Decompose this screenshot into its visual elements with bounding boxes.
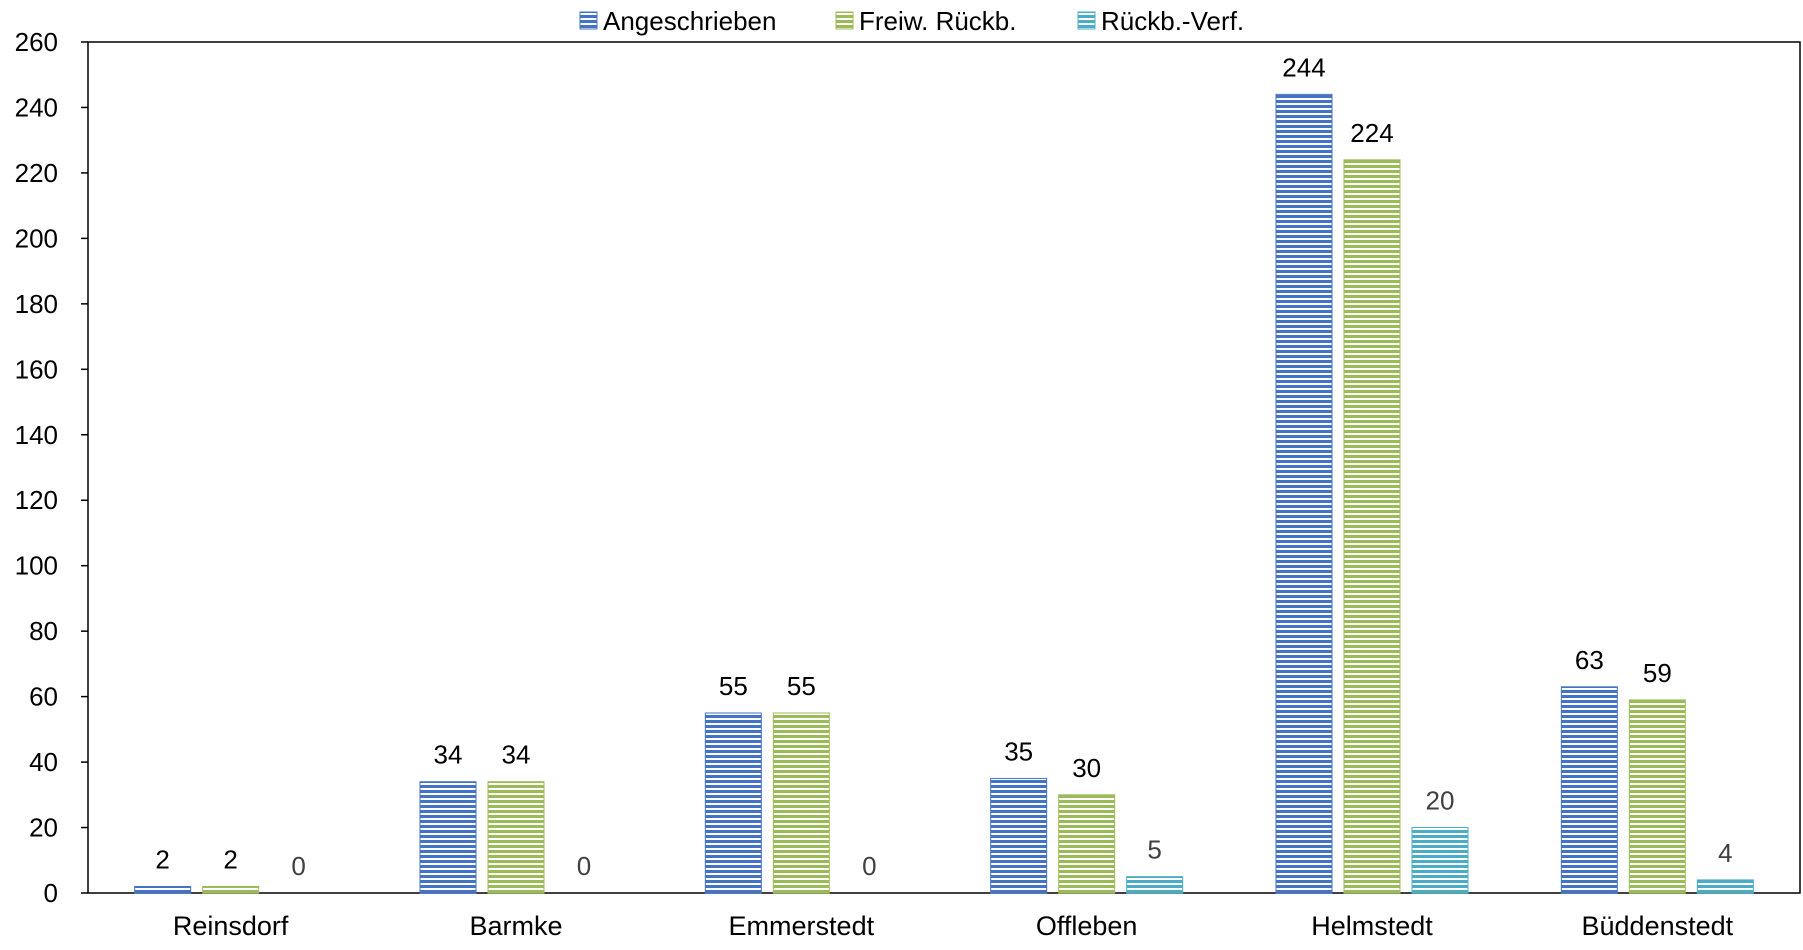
- legend-swatch: [1077, 11, 1096, 30]
- data-label: 0: [862, 851, 876, 881]
- y-tick-label: 80: [29, 616, 58, 646]
- bar-barmke-series-1: [419, 781, 477, 894]
- bar-offleben-series-1: [990, 777, 1048, 894]
- data-label: 63: [1575, 645, 1604, 675]
- y-axis: 0 20 40 60 80 100 120 140 160 180 200 220 240 260: [15, 27, 88, 908]
- x-tick-label: Büddenstedt: [1582, 911, 1734, 941]
- legend-label: Angeschrieben: [603, 6, 776, 36]
- bar-büddenstedt-series-3: [1696, 879, 1754, 894]
- y-tick-label: 200: [15, 223, 58, 253]
- y-tick-label: 100: [15, 551, 58, 581]
- data-label: 4: [1718, 838, 1732, 868]
- legend-swatch: [579, 11, 598, 30]
- data-label: 59: [1643, 658, 1672, 688]
- y-tick-label: 120: [15, 485, 58, 515]
- x-axis: Reinsdorf Barmke Emmerstedt Offleben Helmste…: [173, 911, 1734, 941]
- data-label: 55: [719, 671, 748, 701]
- plot-area: [87, 41, 1801, 894]
- y-tick-label: 180: [15, 289, 58, 319]
- data-label: 20: [1426, 786, 1455, 816]
- data-label: 34: [434, 740, 463, 770]
- y-tick-label: 140: [15, 420, 58, 450]
- y-tick-label: 240: [15, 92, 58, 122]
- bar-emmerstedt-series-2: [772, 712, 830, 894]
- data-label: 34: [502, 740, 531, 770]
- bar-emmerstedt-series-1: [704, 712, 762, 894]
- y-tick-label: 260: [15, 27, 58, 57]
- y-tick-label: 220: [15, 158, 58, 188]
- bar-reinsdorf-series-2: [202, 885, 260, 894]
- data-label: 2: [223, 844, 237, 874]
- data-label: 30: [1072, 753, 1101, 783]
- y-tick-label: 0: [44, 878, 58, 908]
- bar-helmstedt-series-3: [1411, 827, 1469, 894]
- x-tick-label: Offleben: [1036, 911, 1138, 941]
- y-tick-label: 160: [15, 354, 58, 384]
- x-tick-label: Helmstedt: [1311, 911, 1433, 941]
- x-tick-label: Emmerstedt: [729, 911, 875, 941]
- bar-barmke-series-2: [487, 781, 545, 894]
- bar-offleben-series-2: [1058, 794, 1116, 894]
- data-label: 55: [787, 671, 816, 701]
- bars: [134, 93, 1754, 894]
- bar-reinsdorf-series-1: [134, 885, 192, 894]
- x-tick-label: Reinsdorf: [173, 911, 289, 941]
- data-label: 5: [1147, 835, 1161, 865]
- bar-helmstedt-series-2: [1343, 159, 1401, 894]
- legend: Angeschrieben Freiw. Rückb. Rückb.-Verf.: [579, 6, 1244, 36]
- legend-label: Freiw. Rückb.: [859, 6, 1017, 36]
- legend-label: Rückb.-Verf.: [1101, 6, 1244, 36]
- y-tick-label: 40: [29, 747, 58, 777]
- y-tick-label: 20: [29, 813, 58, 843]
- data-label: 0: [291, 851, 305, 881]
- legend-swatch: [835, 11, 854, 30]
- bar-büddenstedt-series-1: [1560, 686, 1618, 894]
- y-tick-label: 60: [29, 682, 58, 712]
- data-label: 0: [577, 851, 591, 881]
- x-tick-label: Barmke: [469, 911, 562, 941]
- data-label: 35: [1004, 736, 1033, 766]
- data-label: 2: [155, 844, 169, 874]
- data-label: 224: [1350, 118, 1393, 148]
- bar-büddenstedt-series-2: [1628, 699, 1686, 894]
- data-label: 244: [1282, 52, 1325, 82]
- bar-offleben-series-3: [1126, 876, 1184, 894]
- bar-helmstedt-series-1: [1275, 93, 1333, 894]
